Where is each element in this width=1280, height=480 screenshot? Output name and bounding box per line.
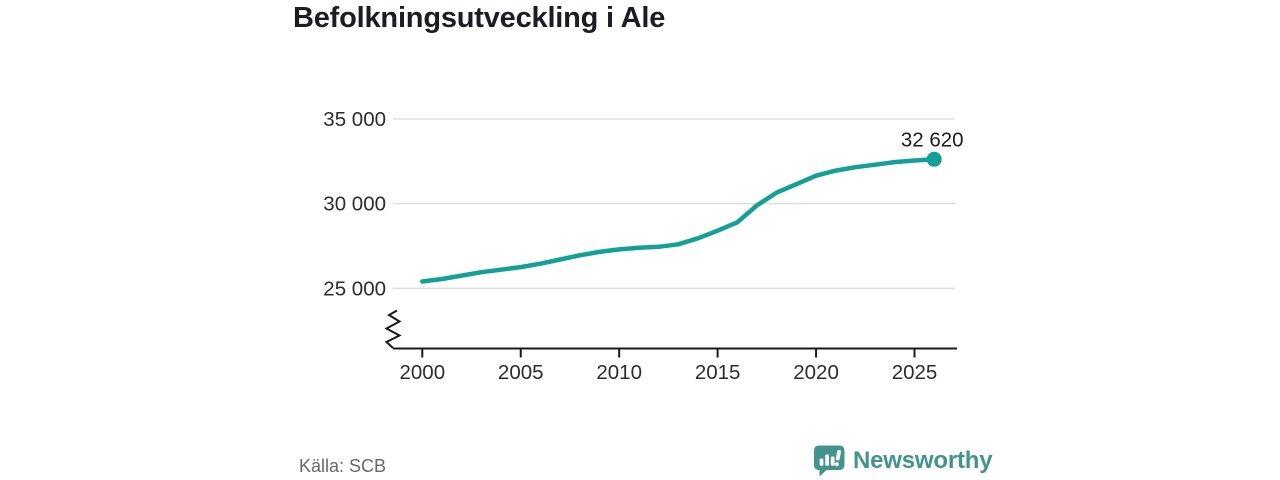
bar-chart-bar [819,458,824,466]
newsworthy-wordmark: Newsworthy [853,447,993,474]
axis-break-squiggle [384,309,402,349]
x-tick-label: 2005 [498,361,544,384]
y-tick-label: 25 000 [323,277,386,300]
y-tick-label: 30 000 [323,193,386,216]
population-series-line [420,157,937,284]
series-end-value-label: 32 620 [901,128,964,151]
x-tick-label: 2020 [793,361,839,384]
x-tick-label: 2025 [892,361,938,384]
series-end-dot [926,151,942,167]
bar-chart-bar [825,454,829,466]
source-label: Källa: SCB [299,456,387,476]
exclamation-mark [834,449,841,467]
x-tick-label: 2000 [399,361,445,384]
chart-title: Befolkningsutveckling i Ale [293,2,666,34]
x-tick-label: 2015 [695,361,741,384]
newsworthy-icon [814,445,845,477]
newsworthy-logo: Newsworthy [812,444,993,478]
bar-chart-bar [830,456,835,466]
x-tick-label: 2010 [596,361,642,384]
y-tick-label: 35 000 [323,108,386,131]
